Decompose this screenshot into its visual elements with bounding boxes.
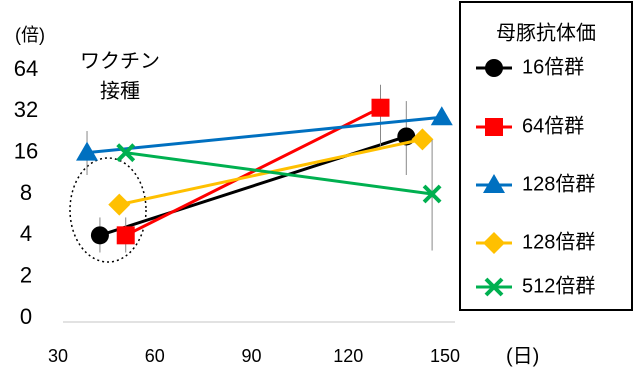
legend-label: 128倍群	[522, 172, 595, 195]
y-tick-label: 64	[14, 56, 38, 81]
y-tick-label: 16	[14, 138, 38, 163]
marker	[116, 226, 135, 245]
x-tick-label: 90	[241, 346, 261, 366]
legend-marker	[483, 174, 505, 193]
legend-title: 母豚抗体価	[496, 21, 596, 44]
marker	[371, 98, 390, 117]
x-tick-label: 60	[145, 346, 165, 366]
annotation-ellipse	[69, 157, 147, 263]
y-axis-label: (倍)	[15, 25, 45, 45]
legend-marker	[483, 232, 505, 254]
legend-marker	[484, 277, 504, 297]
series-line	[125, 151, 433, 196]
legend-label: 16倍群	[522, 55, 584, 78]
y-tick-label: 4	[20, 221, 32, 246]
legend-marker	[485, 118, 503, 136]
legend-box	[459, 1, 633, 311]
legend-marker	[485, 59, 503, 77]
x-axis-label: (日)	[506, 345, 539, 367]
series-line	[86, 115, 442, 155]
legend-label: 64倍群	[522, 114, 584, 137]
y-tick-label: 0	[20, 304, 32, 329]
x-tick-label: 30	[48, 346, 68, 366]
marker	[116, 143, 136, 163]
marker	[76, 141, 99, 161]
marker	[411, 128, 434, 151]
annotation: 接種	[100, 79, 140, 102]
marker	[430, 106, 453, 126]
marker	[90, 226, 109, 245]
annotation: ワクチン	[80, 49, 160, 72]
y-tick-label: 2	[20, 262, 32, 287]
marker	[108, 193, 131, 216]
legend-label: 128倍群	[522, 230, 595, 253]
legend-label: 512倍群	[522, 274, 595, 297]
x-tick-label: 120	[333, 346, 363, 366]
x-tick-label: 150	[430, 346, 460, 366]
marker	[422, 184, 442, 204]
y-tick-label: 32	[14, 97, 38, 122]
y-tick-label: 8	[20, 180, 32, 205]
